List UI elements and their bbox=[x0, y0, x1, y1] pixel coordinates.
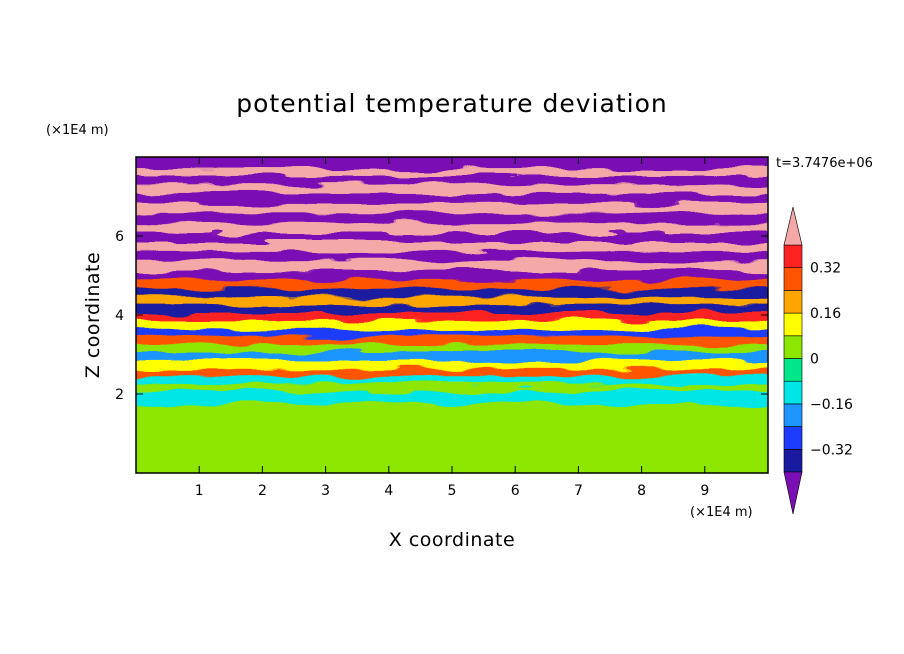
x-tick-label: 5 bbox=[448, 483, 457, 499]
x-tick-label: 2 bbox=[258, 483, 267, 499]
colorbar-min-arrow bbox=[783, 471, 803, 515]
colorbar-tick-label: −0.32 bbox=[810, 442, 853, 458]
colorbar-segment bbox=[783, 448, 803, 473]
colorbar-segment bbox=[783, 426, 803, 450]
colorbar-segment bbox=[783, 290, 803, 314]
contour-band bbox=[136, 313, 768, 322]
contour-band bbox=[136, 175, 768, 186]
colorbar-segment bbox=[783, 358, 803, 382]
colorbar-max-arrow bbox=[783, 206, 803, 246]
contour-band bbox=[136, 168, 768, 177]
contour-band bbox=[136, 223, 768, 235]
y-axis-ticks: 2 4 6 bbox=[115, 229, 768, 403]
colorbar-tick-label: 0.16 bbox=[810, 306, 841, 322]
contour-band bbox=[136, 443, 768, 463]
contour-band bbox=[136, 288, 768, 299]
contour-band bbox=[136, 336, 768, 346]
contour-band bbox=[136, 203, 768, 215]
colorbar: 0.32 0.16 0 −0.16 −0.32 bbox=[783, 206, 853, 515]
colorbar-segment bbox=[783, 380, 803, 405]
y-tick-label: 6 bbox=[115, 229, 124, 245]
x-tick-label: 9 bbox=[700, 483, 709, 499]
colorbar-segment bbox=[783, 312, 803, 337]
x-axis-label: X coordinate bbox=[389, 529, 515, 551]
contour-band bbox=[136, 305, 768, 315]
y-tick-label: 4 bbox=[115, 308, 124, 324]
contour-field bbox=[136, 157, 768, 473]
y-unit-label: (×1E4 m) bbox=[46, 123, 109, 138]
colorbar-segment bbox=[783, 403, 803, 427]
x-tick-label: 8 bbox=[637, 483, 646, 499]
contour-band bbox=[136, 360, 768, 370]
contour-band bbox=[136, 260, 768, 272]
contour-band bbox=[136, 270, 768, 281]
contour-band bbox=[136, 251, 768, 262]
x-axis-ticks: 1 2 3 4 5 6 7 8 9 bbox=[195, 157, 709, 499]
contour-band bbox=[136, 352, 768, 362]
time-label: t=3.7476e+06 bbox=[776, 156, 873, 171]
contour-band bbox=[136, 297, 768, 307]
contour-band bbox=[136, 376, 768, 386]
contour-band bbox=[136, 344, 768, 354]
contour-band bbox=[136, 423, 768, 445]
contour-band bbox=[136, 184, 768, 195]
x-tick-label: 7 bbox=[574, 483, 583, 499]
y-tick-label: 2 bbox=[115, 387, 124, 403]
colorbar-tick-label: 0 bbox=[810, 352, 819, 368]
colorbar-tick-label: −0.16 bbox=[810, 397, 853, 413]
x-tick-label: 1 bbox=[195, 483, 204, 499]
x-tick-label: 6 bbox=[511, 483, 520, 499]
colorbar-segment bbox=[783, 335, 803, 359]
contour-band bbox=[136, 403, 768, 425]
plot-area bbox=[136, 157, 768, 473]
contour-band bbox=[136, 328, 768, 338]
contour-band bbox=[136, 320, 768, 330]
contour-band bbox=[136, 384, 768, 393]
contour-band bbox=[136, 279, 768, 290]
y-axis-label: Z coordinate bbox=[82, 252, 104, 378]
colorbar-tick-label: 0.32 bbox=[810, 261, 841, 277]
contour-band bbox=[136, 233, 768, 244]
contour-band bbox=[136, 391, 768, 405]
contour-band bbox=[136, 368, 768, 378]
contour-band bbox=[136, 193, 768, 205]
contour-band bbox=[136, 213, 768, 225]
x-tick-label: 3 bbox=[321, 483, 330, 499]
x-tick-label: 4 bbox=[384, 483, 393, 499]
colorbar-segment bbox=[783, 267, 803, 291]
x-unit-label: (×1E4 m) bbox=[690, 505, 753, 520]
contour-band bbox=[136, 242, 768, 253]
colorbar-segment bbox=[783, 244, 803, 269]
chart-title: potential temperature deviation bbox=[236, 89, 667, 118]
